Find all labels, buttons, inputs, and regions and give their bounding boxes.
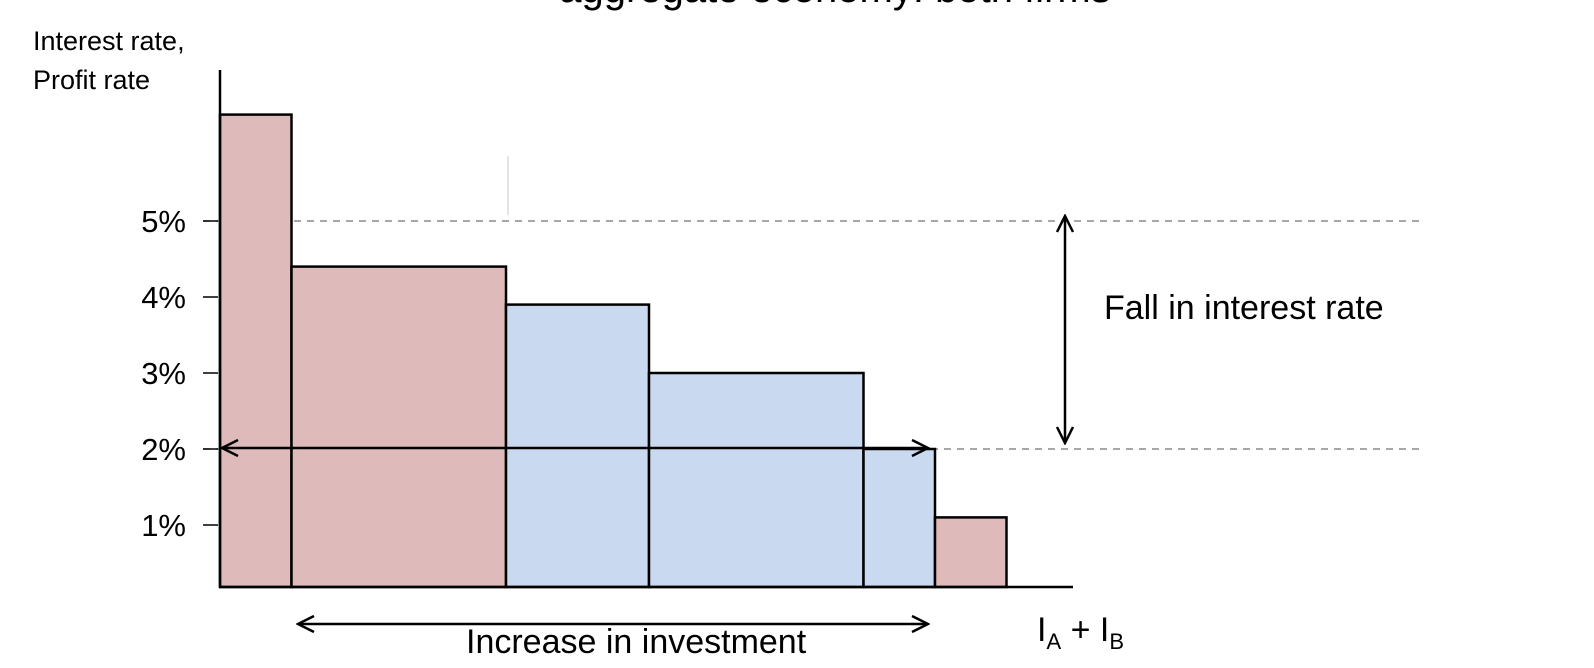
bar-firm-b-4 bbox=[647, 371, 865, 589]
y-axis-label-line1: Interest rate, bbox=[33, 26, 185, 56]
bars-group bbox=[218, 113, 1008, 589]
y-ticks: 5% 4% 3% 2% 1% bbox=[141, 204, 218, 543]
y-tick-label: 3% bbox=[141, 356, 186, 391]
bar-firm-a-1 bbox=[218, 113, 293, 589]
increase-annotation: Increase in investment bbox=[466, 623, 807, 661]
bar-firm-a-6 bbox=[933, 516, 1008, 589]
y-tick-label: 2% bbox=[141, 432, 186, 467]
chart-title: aggregate economy: both firms bbox=[559, 0, 1110, 11]
y-axis-label-line2: Profit rate bbox=[33, 65, 150, 95]
bar-firm-b-3 bbox=[504, 303, 651, 589]
fall-annotation: Fall in interest rate bbox=[1104, 289, 1384, 327]
y-tick-label: 1% bbox=[141, 508, 186, 543]
y-tick-label: 5% bbox=[141, 204, 186, 239]
x-axis-label: IA + IB bbox=[1037, 611, 1124, 654]
bar-firm-b-5 bbox=[862, 447, 937, 589]
bar-firm-a-2 bbox=[290, 265, 508, 589]
y-tick-label: 4% bbox=[141, 280, 186, 315]
